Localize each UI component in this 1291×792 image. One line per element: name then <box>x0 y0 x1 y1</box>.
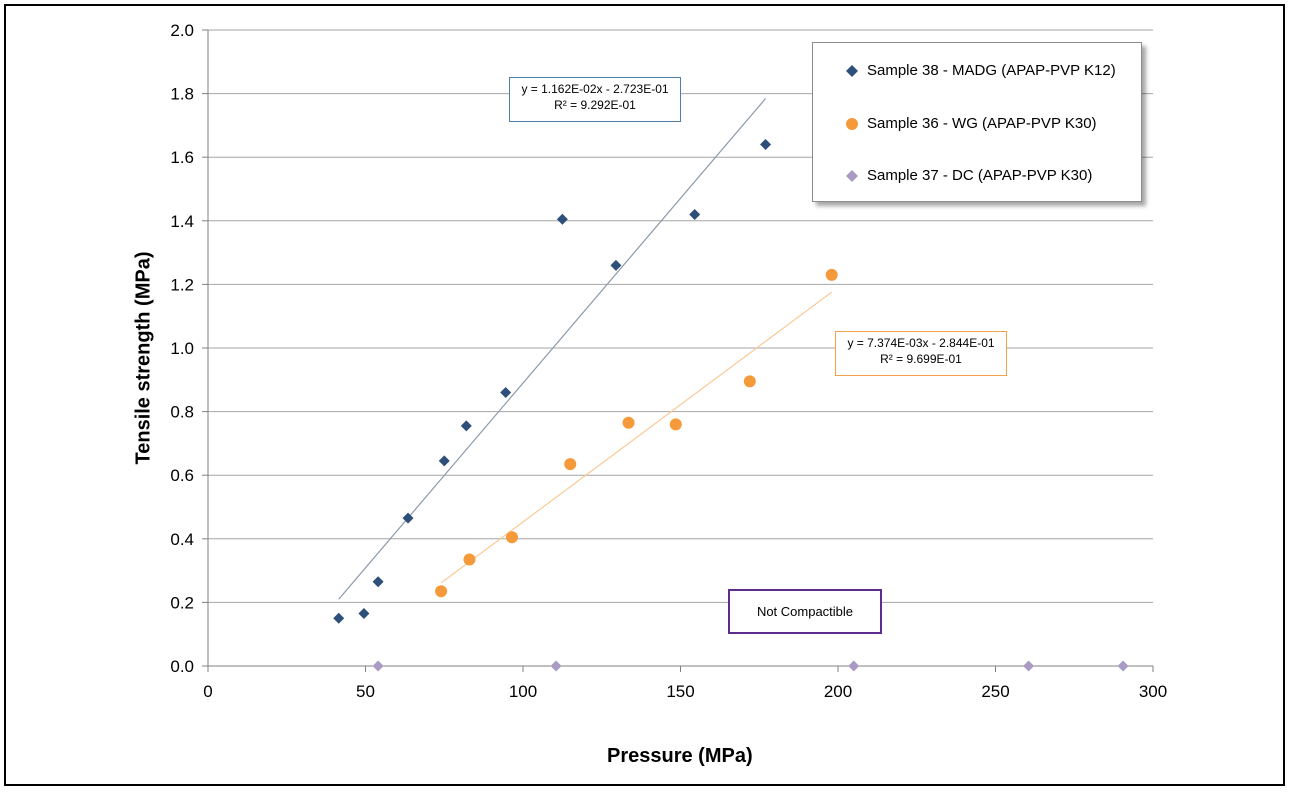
tick-labels: 0.0 0.2 0.4 0.6 0.8 1.0 1.2 1.4 1.6 1.8 2.0 0 50 100 1… <box>170 21 1167 701</box>
data-point-series-1 <box>505 531 518 544</box>
x-tick-label: 300 <box>1139 682 1167 701</box>
data-point-series-1 <box>435 585 448 598</box>
y-tick-label: 1.8 <box>170 85 194 104</box>
x-tick-label: 50 <box>356 682 375 701</box>
legend-marker-circle-icon <box>841 117 863 131</box>
legend-entry-sample-36: Sample 36 - WG (APAP-PVP K30) <box>841 115 1097 132</box>
trendline-equation-sample-38: y = 1.162E-02x - 2.723E-01 R² = 9.292E-0… <box>509 77 681 122</box>
data-point-series-2 <box>1117 660 1129 672</box>
data-point-series-0 <box>372 576 384 588</box>
y-tick-label: 1.4 <box>170 212 194 231</box>
data-point-series-1 <box>622 416 635 429</box>
y-axis-title: Tensile strength (MPa) <box>132 251 155 465</box>
legend-label: Sample 37 - DC (APAP-PVP K30) <box>867 167 1093 184</box>
y-tick-label: 0.8 <box>170 403 194 422</box>
data-point-series-1 <box>743 375 756 388</box>
data-point-series-0 <box>500 387 512 399</box>
x-tick-label: 0 <box>203 682 212 701</box>
legend-entry-sample-38: Sample 38 - MADG (APAP-PVP K12) <box>841 62 1116 79</box>
axes <box>202 29 1154 672</box>
y-tick-label: 1.6 <box>170 148 194 167</box>
data-point-series-0 <box>333 612 345 624</box>
data-point-series-0 <box>610 259 622 271</box>
y-tick-label: 1.0 <box>170 339 194 358</box>
x-tick-label: 250 <box>981 682 1009 701</box>
legend-marker-diamond-icon <box>841 169 863 183</box>
data-point-series-0 <box>402 512 414 524</box>
y-tick-label: 0.4 <box>170 530 194 549</box>
r-squared-line: R² = 9.292E-01 <box>554 98 636 112</box>
trendlines <box>338 98 833 600</box>
y-tick-label: 0.6 <box>170 466 194 485</box>
x-axis-title: Pressure (MPa) <box>607 745 753 767</box>
data-point-series-1 <box>669 418 682 431</box>
data-point-series-0 <box>460 420 472 432</box>
x-tick-label: 150 <box>666 682 694 701</box>
legend-label: Sample 38 - MADG (APAP-PVP K12) <box>867 62 1116 79</box>
trendline-series-1 <box>440 291 833 584</box>
data-point-series-2 <box>1023 660 1035 672</box>
x-tick-label: 100 <box>509 682 537 701</box>
trendline-series-0 <box>338 98 767 600</box>
data-point-series-0 <box>438 455 450 467</box>
equation-line: y = 7.374E-03x - 2.844E-01 <box>847 336 995 350</box>
data-point-series-0 <box>556 213 568 225</box>
x-tick-label: 200 <box>824 682 852 701</box>
not-compactible-note: Not Compactible <box>728 589 882 634</box>
y-tick-label: 0.0 <box>170 657 194 676</box>
y-tick-label: 0.2 <box>170 593 194 612</box>
data-point-series-2 <box>848 660 860 672</box>
data-point-series-1 <box>564 458 577 471</box>
legend-label: Sample 36 - WG (APAP-PVP K30) <box>867 115 1097 132</box>
data-point-series-1 <box>463 553 476 566</box>
data-points <box>333 138 1129 672</box>
equation-line: y = 1.162E-02x - 2.723E-01 <box>521 82 669 96</box>
legend-entry-sample-37: Sample 37 - DC (APAP-PVP K30) <box>841 167 1092 184</box>
data-point-series-2 <box>372 660 384 672</box>
y-tick-label: 1.2 <box>170 275 194 294</box>
data-point-series-0 <box>760 138 772 150</box>
data-point-series-0 <box>689 208 701 220</box>
legend: Sample 38 - MADG (APAP-PVP K12) Sample 3… <box>812 42 1142 202</box>
data-point-series-1 <box>825 268 838 281</box>
r-squared-line: R² = 9.699E-01 <box>880 352 962 366</box>
trendline-equation-sample-36: y = 7.374E-03x - 2.844E-01 R² = 9.699E-0… <box>835 331 1007 376</box>
y-tick-label: 2.0 <box>170 21 194 40</box>
data-point-series-2 <box>550 660 562 672</box>
data-point-series-0 <box>358 608 370 620</box>
legend-marker-diamond-icon <box>841 64 863 78</box>
